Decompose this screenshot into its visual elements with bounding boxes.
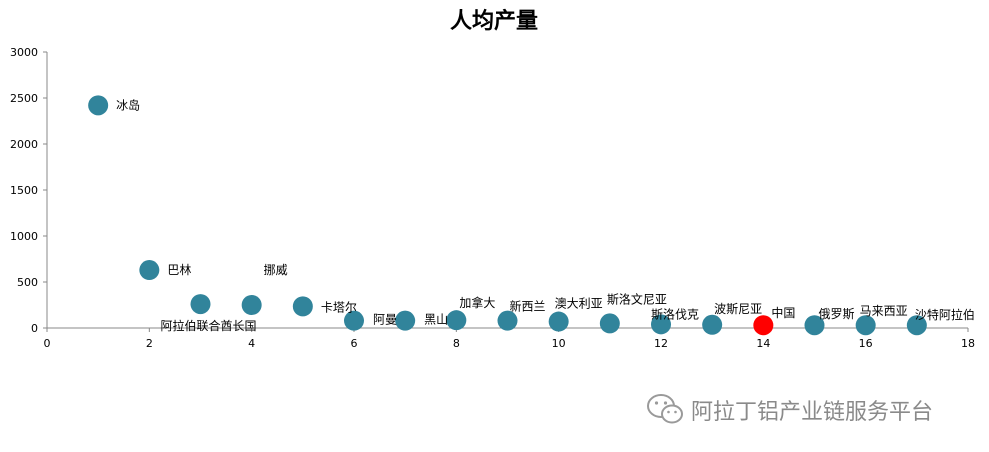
data-point bbox=[651, 314, 671, 335]
data-point bbox=[446, 310, 467, 331]
point-label: 新西兰 bbox=[510, 299, 546, 314]
x-tick-label: 2 bbox=[146, 337, 153, 350]
wechat-icon bbox=[647, 394, 683, 424]
y-tick-label: 2500 bbox=[10, 92, 38, 105]
point-label: 中国 bbox=[771, 305, 795, 320]
x-tick-label: 0 bbox=[44, 337, 51, 350]
point-label: 波斯尼亚 bbox=[714, 302, 762, 316]
data-point bbox=[548, 311, 569, 332]
data-points bbox=[88, 95, 927, 336]
axes: 0 500 1000 1500 2000 2500 3000 0 2 4 6 8 10 12 14 16 18 bbox=[10, 46, 975, 350]
point-label: 阿拉伯联合酋长国 bbox=[161, 318, 257, 333]
data-point bbox=[855, 315, 876, 336]
y-tick-label: 3000 bbox=[10, 46, 38, 59]
y-tick-label: 0 bbox=[31, 322, 38, 335]
x-tick-label: 10 bbox=[552, 337, 566, 350]
point-label: 加拿大 bbox=[459, 295, 495, 310]
x-tick-label: 14 bbox=[756, 337, 770, 350]
chart-title: 人均产量 bbox=[450, 8, 538, 34]
point-label: 马来西亚 bbox=[860, 304, 908, 318]
point-label: 澳大利亚 bbox=[555, 297, 603, 311]
x-tick-label: 8 bbox=[453, 337, 460, 350]
data-point bbox=[344, 310, 364, 331]
y-tick-label: 1000 bbox=[10, 230, 38, 243]
x-tick-label: 16 bbox=[859, 337, 873, 350]
data-point bbox=[599, 313, 620, 334]
y-tick-label: 2000 bbox=[10, 138, 38, 151]
data-point bbox=[906, 315, 927, 336]
point-label: 斯洛文尼亚 bbox=[607, 291, 667, 306]
point-label: 挪威 bbox=[264, 263, 288, 277]
y-tick-label: 1500 bbox=[10, 184, 38, 197]
point-label: 卡塔尔 bbox=[321, 299, 357, 314]
point-label: 阿曼 bbox=[373, 313, 397, 327]
watermark-text: 阿拉丁铝产业链服务平台 bbox=[691, 400, 934, 425]
watermark: 阿拉丁铝产业链服务平台 bbox=[645, 392, 933, 428]
x-tick-label: 6 bbox=[351, 337, 358, 350]
data-point bbox=[139, 260, 160, 281]
point-label: 黑山 bbox=[424, 313, 448, 327]
x-tick-label: 18 bbox=[961, 337, 975, 350]
data-point bbox=[497, 310, 518, 331]
data-point bbox=[804, 315, 825, 336]
data-point bbox=[241, 295, 262, 315]
x-tick-label: 4 bbox=[248, 337, 255, 350]
point-label: 巴林 bbox=[167, 263, 191, 277]
point-label: 俄罗斯 bbox=[819, 307, 855, 321]
x-tick-label: 12 bbox=[654, 337, 668, 350]
point-label: 斯洛伐克 bbox=[651, 306, 699, 321]
data-point bbox=[292, 296, 313, 317]
point-label: 冰岛 bbox=[116, 97, 140, 112]
data-point bbox=[88, 95, 109, 116]
data-point-highlight bbox=[753, 315, 774, 336]
point-label: 沙特阿拉伯 bbox=[915, 307, 975, 322]
data-point bbox=[395, 310, 416, 331]
data-point bbox=[190, 294, 211, 315]
data-point bbox=[702, 314, 723, 335]
y-tick-label: 500 bbox=[17, 276, 38, 289]
